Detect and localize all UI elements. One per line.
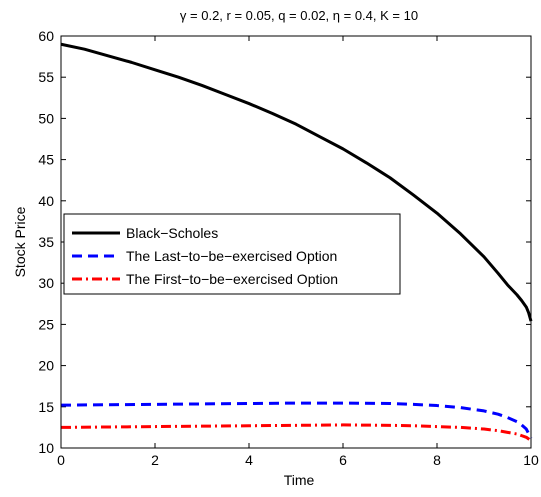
legend-label-first-exercised: The First−to−be−exercised Option — [126, 271, 338, 287]
y-tick-label: 60 — [38, 28, 54, 44]
y-axis-label: Stock Price — [12, 206, 28, 277]
y-tick-label: 55 — [38, 69, 54, 85]
x-tick-label: 8 — [433, 452, 441, 468]
plot-area-frame — [60, 35, 532, 449]
y-tick-label: 20 — [38, 358, 54, 374]
y-tick-label: 50 — [38, 110, 54, 126]
chart-title: γ = 0.2, r = 0.05, q = 0.02, η = 0.4, K … — [180, 8, 418, 23]
x-tick-label: 10 — [523, 452, 539, 468]
y-tick-label: 10 — [38, 440, 54, 456]
legend-box — [63, 213, 401, 295]
series-line-1 — [60, 401, 533, 439]
y-tick-label: 45 — [38, 152, 54, 168]
x-axis-label: Time — [284, 472, 315, 488]
x-tick-label: 2 — [151, 452, 159, 468]
legend-label-black-scholes: Black−Scholes — [126, 225, 218, 241]
x-tick-label: 6 — [339, 452, 347, 468]
axis-ticks: 0 2 4 6 8 10 10 15 20 25 30 35 40 45 50 55 60 — [38, 28, 539, 468]
series-line-2 — [60, 423, 532, 442]
series-layer — [60, 42, 533, 442]
y-tick-label: 25 — [38, 316, 54, 332]
y-tick-label: 40 — [38, 193, 54, 209]
x-tick-label: 0 — [57, 452, 65, 468]
y-tick-label: 15 — [38, 399, 54, 415]
series-line-0 — [60, 42, 533, 322]
y-tick-label: 30 — [38, 275, 54, 291]
x-tick-label: 4 — [245, 452, 253, 468]
legend: Black−Scholes The Last−to−be−exercised O… — [63, 213, 401, 295]
legend-label-last-exercised: The Last−to−be−exercised Option — [126, 248, 337, 264]
y-tick-label: 35 — [38, 234, 54, 250]
